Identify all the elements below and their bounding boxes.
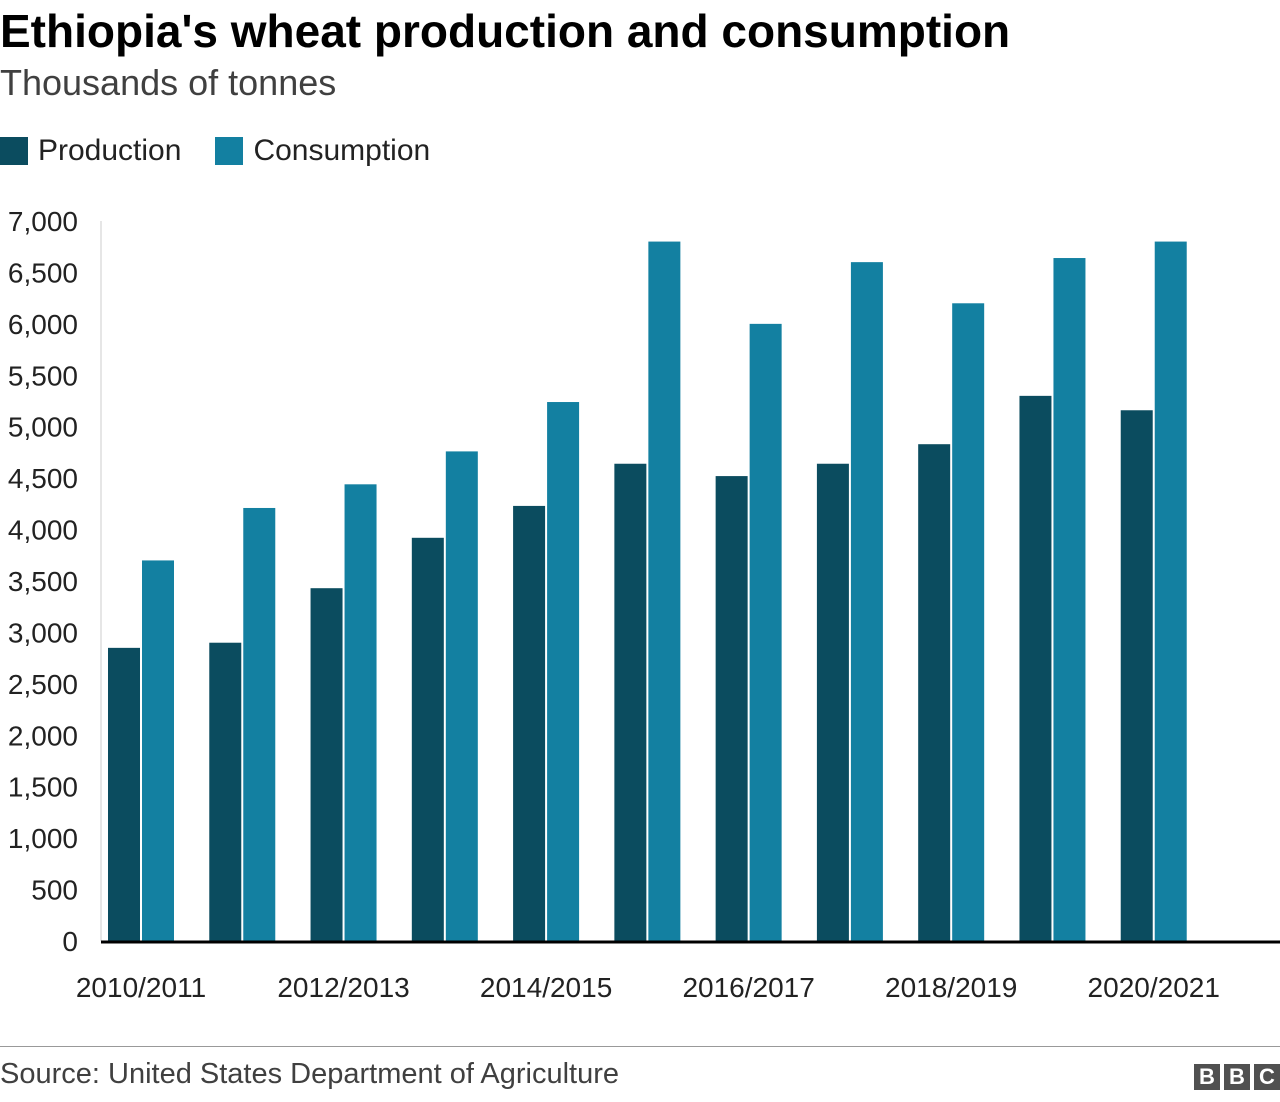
y-tick-label: 3,500	[8, 566, 78, 597]
y-tick-label: 4,000	[8, 515, 78, 546]
y-tick-label: 6,500	[8, 257, 78, 288]
bar-production	[209, 642, 242, 941]
x-tick-label: 2014/2015	[480, 972, 612, 1003]
bar-consumption	[344, 484, 377, 941]
bar-consumption	[952, 303, 985, 941]
y-tick-label: 2,500	[8, 669, 78, 700]
bar-consumption	[142, 560, 174, 941]
bar-consumption	[1154, 241, 1187, 942]
y-tick-label: 0	[62, 926, 78, 957]
bar-production	[1120, 410, 1153, 941]
legend-item-production: Production	[0, 134, 181, 168]
bar-production	[715, 476, 748, 941]
bar-production	[918, 444, 951, 941]
bbc-logo: B B C	[1190, 1064, 1280, 1090]
footer-divider	[0, 1046, 1280, 1047]
source-note: Source: United States Department of Agri…	[0, 1058, 619, 1090]
bar-consumption	[648, 241, 681, 942]
x-tick-label: 2020/2021	[1088, 972, 1220, 1003]
bar-consumption	[749, 323, 782, 941]
y-tick-label: 500	[31, 875, 78, 906]
legend-swatch-production	[0, 137, 28, 165]
legend-item-consumption: Consumption	[215, 134, 430, 168]
y-tick-label: 4,500	[8, 463, 78, 494]
bar-production	[614, 463, 647, 941]
bar-chart: 0 500 1,000 1,500 2,000 2,500 3,000 3,500 4,000 4…	[8, 206, 1280, 1003]
bar-production	[108, 647, 140, 941]
bar-production	[310, 588, 343, 941]
bbc-logo-block: C	[1254, 1064, 1280, 1090]
chart-title: Ethiopia's wheat production and consumpt…	[0, 5, 1011, 57]
y-tick-label: 7,000	[8, 206, 78, 237]
bbc-logo-block: B	[1224, 1064, 1250, 1090]
legend-label-consumption: Consumption	[253, 134, 431, 167]
bar-consumption	[243, 507, 276, 941]
y-tick-label: 2,000	[8, 720, 78, 751]
legend-swatch-consumption	[215, 137, 244, 165]
x-tick-label: 2016/2017	[682, 972, 814, 1003]
bbc-logo-block: B	[1194, 1064, 1220, 1090]
bar-production	[411, 537, 444, 941]
legend-label-production: Production	[38, 134, 182, 167]
x-tick-label: 2010/2011	[76, 972, 206, 1003]
bar-consumption	[445, 451, 478, 941]
bar-consumption	[850, 262, 883, 942]
bar-consumption	[1053, 258, 1086, 941]
y-tick-label: 1,500	[8, 772, 78, 803]
legend: Production Consumption	[0, 134, 464, 168]
bar-consumption	[547, 402, 580, 941]
bar-production	[1019, 395, 1052, 941]
y-tick-label: 5,000	[8, 412, 78, 443]
chart-subtitle: Thousands of tonnes	[0, 62, 337, 103]
y-tick-label: 6,000	[8, 309, 78, 340]
x-tick-label: 2012/2013	[277, 972, 409, 1003]
bar-production	[513, 505, 546, 941]
bar-production	[816, 463, 849, 941]
y-tick-label: 5,500	[8, 360, 78, 391]
y-tick-label: 3,000	[8, 617, 78, 648]
x-tick-label: 2018/2019	[885, 972, 1017, 1003]
y-tick-label: 1,000	[8, 823, 78, 854]
